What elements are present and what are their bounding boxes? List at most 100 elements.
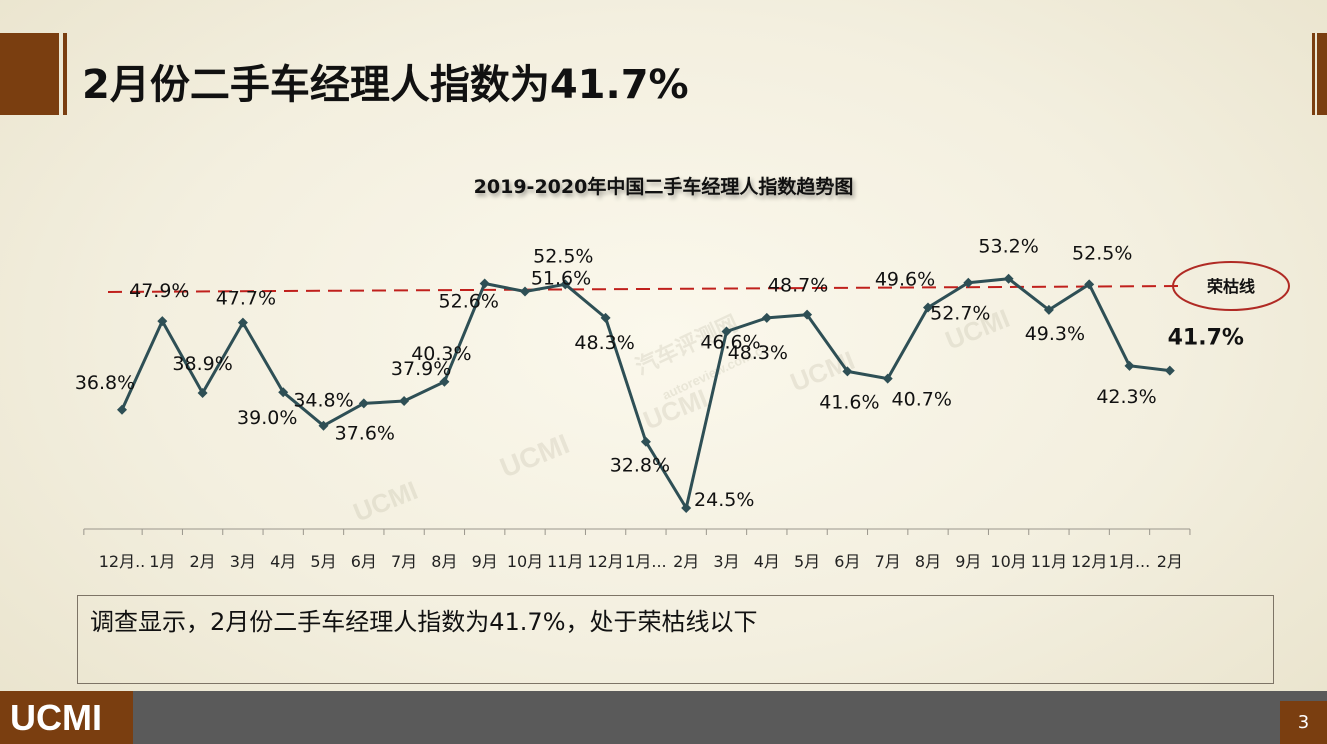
page-number: 3 [1280,701,1327,744]
x-tick-label: 11月 [547,552,583,571]
summary-box: 调查显示，2月份二手车经理人指数为41.7%，处于荣枯线以下 [77,595,1274,684]
data-label: 42.3% [1096,386,1156,408]
data-label: 52.7% [930,303,990,325]
x-tick-label: 7月 [391,552,417,571]
data-point-marker [842,366,853,377]
footer-logo: UCMI [0,691,133,744]
x-tick-label: 10月 [990,552,1026,571]
x-tick-label: 1月... [1109,552,1150,571]
data-point-marker [963,277,974,288]
series-layer [117,273,1175,514]
data-label: 40.3% [411,343,471,365]
data-label: 34.8% [293,390,353,412]
data-point-marker [560,279,571,290]
x-tick-label: 2月 [1157,552,1183,571]
data-point-marker [600,312,611,323]
data-label: 41.6% [819,391,879,413]
data-label: 46.6% [700,331,760,353]
watermark-text: UCMI [496,428,574,484]
data-label: 52.6% [439,291,499,313]
watermark-text: UCMI [349,475,422,528]
x-tick-label: 3月 [713,552,739,571]
data-point-marker [802,309,813,320]
data-point-marker [761,312,772,323]
x-tick-label: 3月 [230,552,256,571]
x-tick-label: 10月 [507,552,543,571]
data-label: 52.5% [533,245,593,267]
data-point-marker [1084,279,1095,290]
data-point-marker [1003,273,1014,284]
x-tick-label: 9月 [955,552,981,571]
line-chart: UCMIUCMIUCMIUCMIUCMI汽车评测网autoreview.com.… [75,236,1290,571]
data-label: 47.9% [129,280,189,302]
data-point-marker [197,387,208,398]
data-label: 37.6% [335,422,395,444]
x-tick-label: 6月 [351,552,377,571]
threshold-line [107,285,1179,293]
page-title: 2月份二手车经理人指数为41.7% [82,62,689,108]
data-point-marker [923,302,933,313]
data-label: 24.5% [694,489,754,511]
data-point-marker [157,316,168,327]
data-point-marker [278,387,289,398]
data-label: 52.5% [1072,242,1132,264]
footer-bar [0,691,1327,744]
data-point-marker [439,376,450,387]
data-point-marker [1124,360,1135,371]
x-tick-label: 2月 [673,552,699,571]
data-point-marker [520,286,530,297]
data-point-marker [358,398,369,409]
data-label: 39.0% [237,407,297,429]
summary-text: 调查显示，2月份二手车经理人指数为41.7%，处于荣枯线以下 [90,608,758,636]
data-label: 48.7% [768,275,828,297]
x-tick-label: 4月 [754,552,780,571]
data-label: 37.9% [391,358,451,380]
data-label: 40.7% [892,389,952,411]
data-label-layer: 36.8% 47.9% 38.9% 47.7% 39.0%34.8% 37.6% 37.9%… [75,236,1244,511]
threshold-legend-ellipse [1172,261,1290,311]
data-label: 53.2% [978,236,1038,258]
x-tick-label: 6月 [834,552,860,571]
x-tick-label: 7月 [875,552,901,571]
data-point-marker [640,436,651,447]
x-tick-label: 12月 [1071,552,1107,571]
header-accent-block-right [1317,33,1327,115]
header-rule-left [63,33,67,115]
data-label: 49.3% [1025,323,1085,345]
data-point-marker [882,373,893,384]
data-label: 48.3% [728,342,788,364]
x-tick-label: 11月 [1031,552,1067,571]
data-point-marker [1043,304,1054,315]
data-point-marker [117,404,127,415]
data-point-marker [721,326,732,337]
watermark-layer: UCMIUCMIUCMIUCMIUCMI汽车评测网autoreview.com.… [349,303,1014,528]
x-tick-label: 8月 [915,552,941,571]
x-axis: 12月.. 1月 2月 3月 4月 5月 6月 7月 8月 9月 10月 11月 12月 1月... 2月 3… [83,528,1191,571]
x-tick-label: 1月... [625,552,666,571]
data-label: 32.8% [610,455,670,477]
x-tick-label: 4月 [270,552,296,571]
data-label: 36.8% [75,372,135,394]
data-point-marker [1164,365,1175,376]
x-tick-label: 5月 [794,552,820,571]
header-accent-block-left [0,33,59,115]
x-tick-label: 12月 [587,552,623,571]
data-point-marker [399,395,410,406]
data-point-marker [681,503,692,514]
data-label: 38.9% [172,353,232,375]
threshold-label: 荣枯线 [1206,277,1255,296]
x-tick-label: 5月 [310,552,336,571]
chart-title: 2019-2020年中国二手车经理人指数趋势图 [473,176,854,198]
x-tick-label: 8月 [431,552,457,571]
header-rule-right [1312,33,1315,115]
x-tick-label: 12月.. [99,552,146,571]
data-label: 49.6% [875,268,935,290]
data-label: 48.3% [574,332,634,354]
x-tick-label: 9月 [472,552,498,571]
data-point-marker [318,420,329,431]
data-point-marker [479,278,490,289]
x-tick-label: 2月 [190,552,216,571]
data-label: 51.6% [531,268,591,290]
threshold-layer: 荣枯线 [107,261,1290,311]
data-label: 47.7% [216,288,276,310]
